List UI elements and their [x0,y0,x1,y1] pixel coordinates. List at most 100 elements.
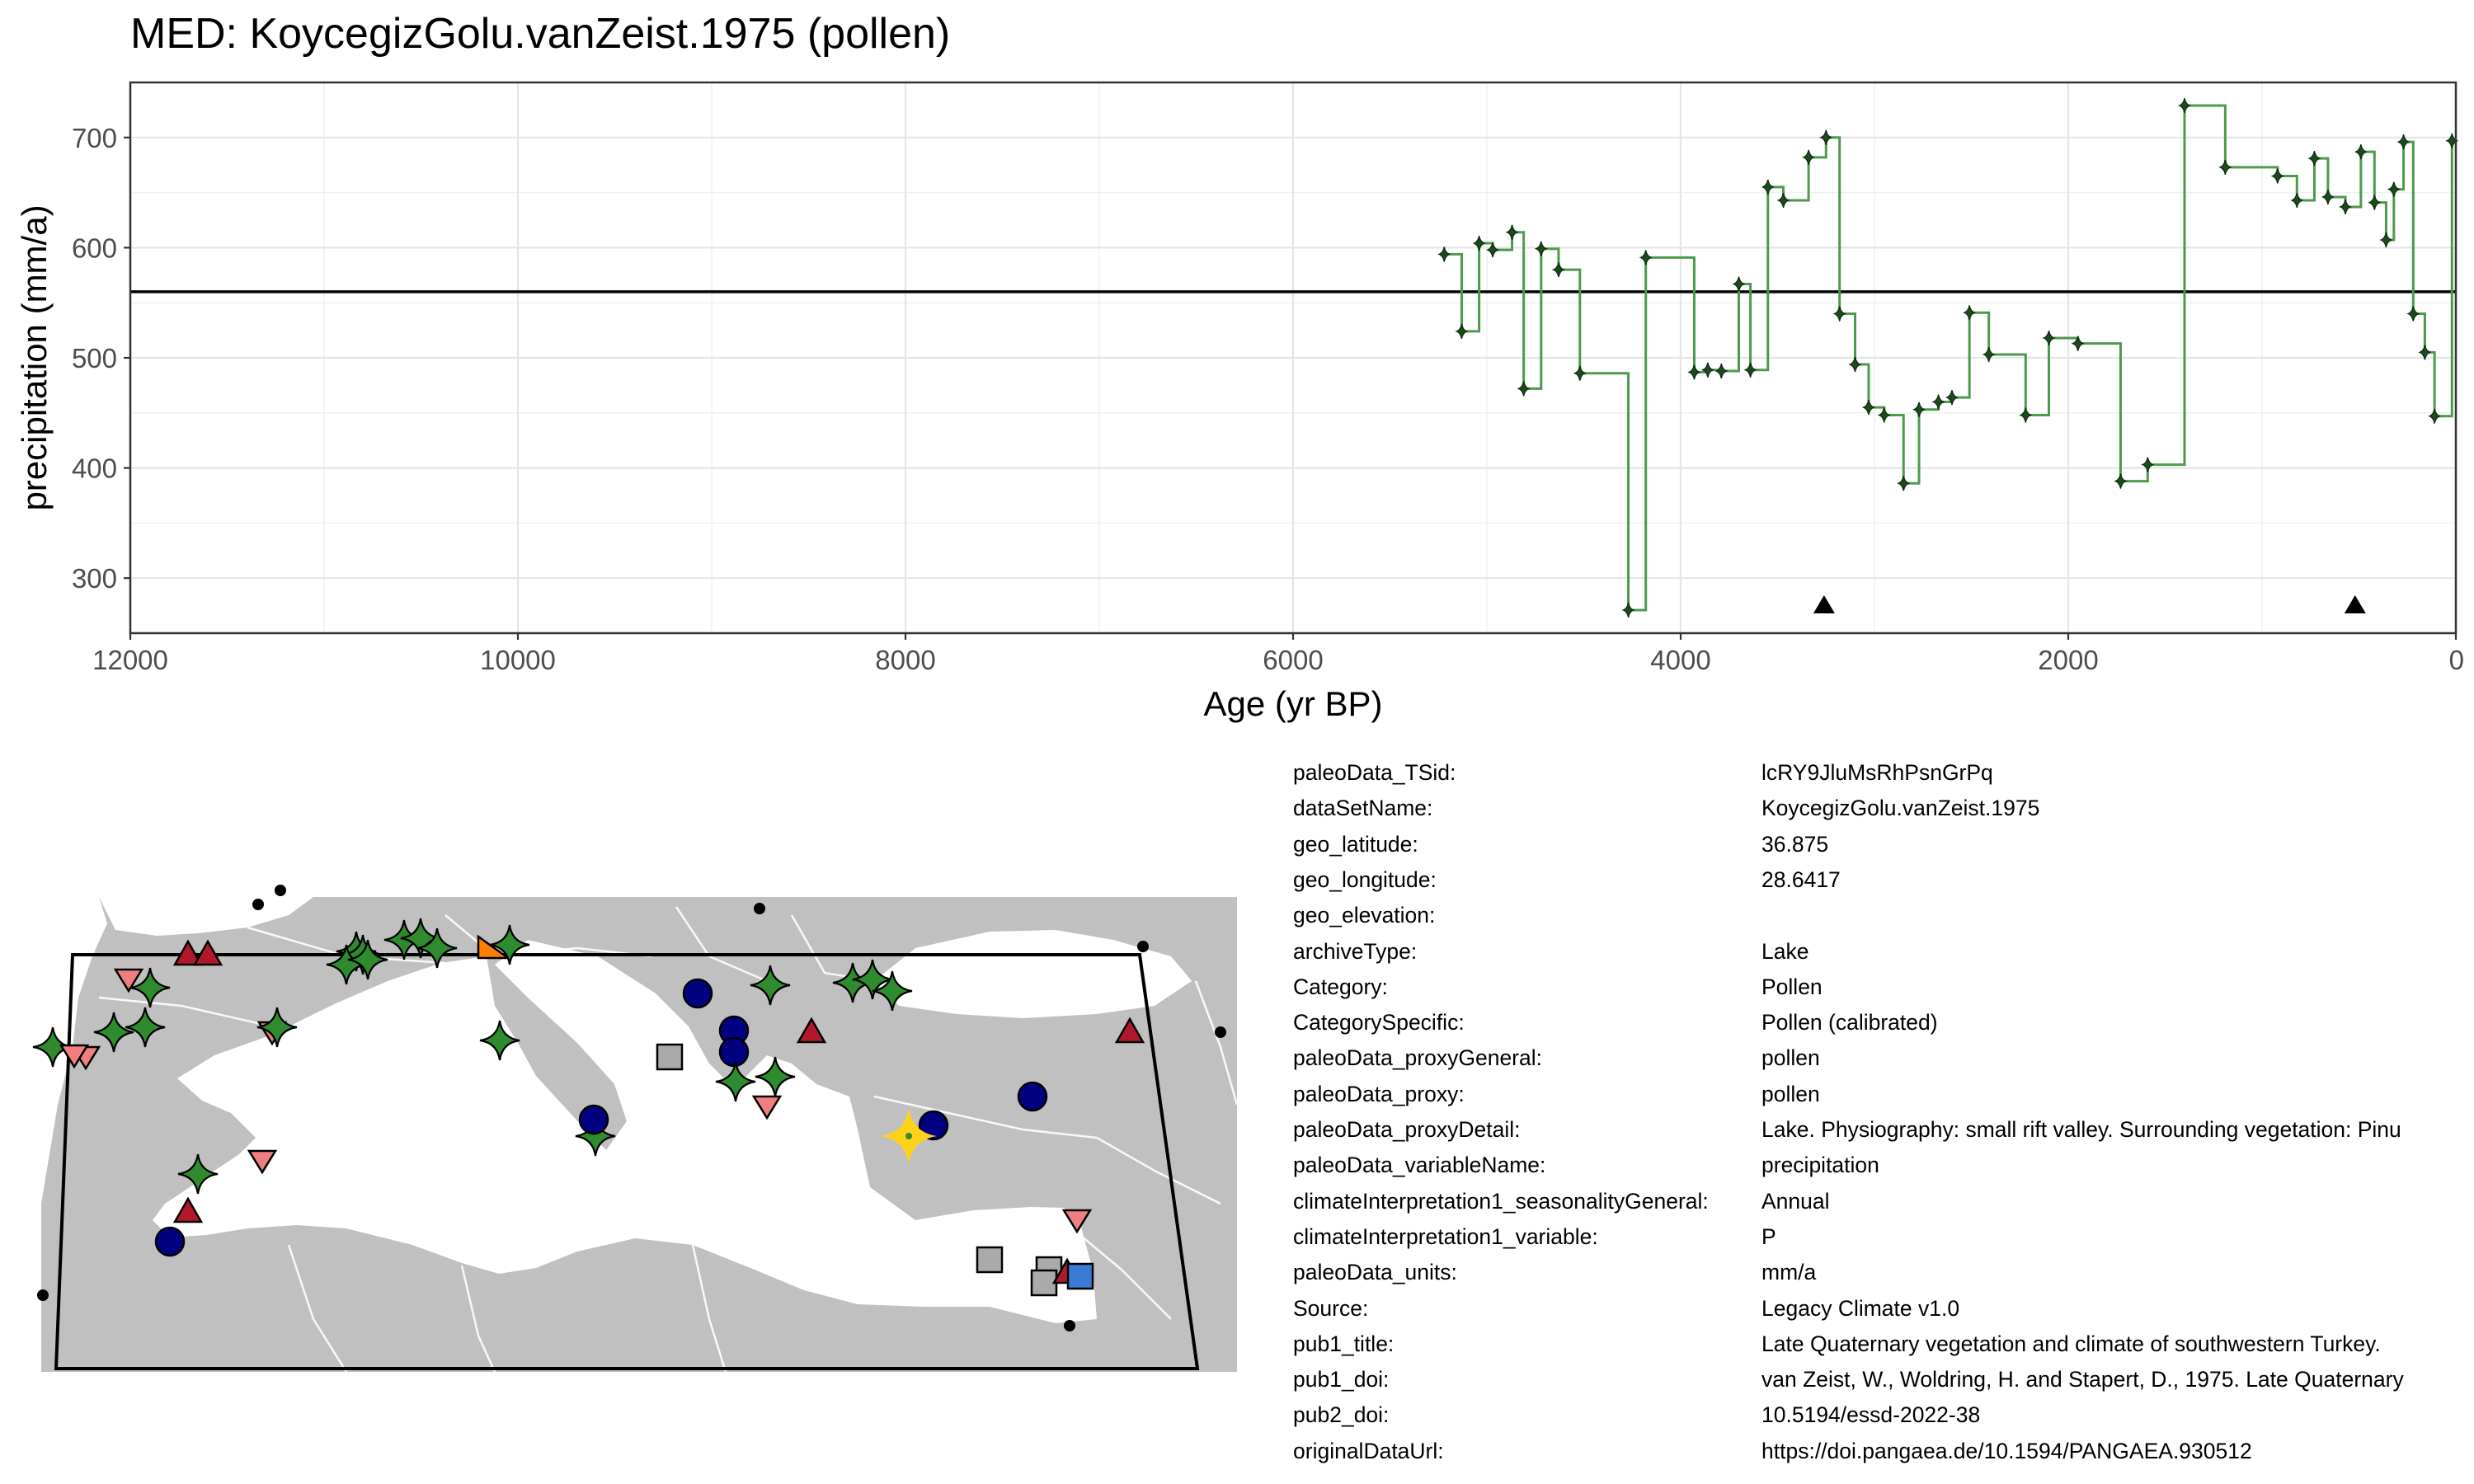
data-point [1551,261,1566,278]
metadata-key: pub2_doi: [1293,1402,1390,1428]
data-point [2354,144,2368,160]
data-point [1437,247,1451,262]
metadata-value: Pollen (calibrated) [1761,1010,1938,1036]
data-point [1639,250,1653,265]
precipitation-chart: MED: KoycegizGolu.vanZeist.1975 (pollen)… [15,10,2464,723]
data-point [2141,457,2155,472]
corner-dot [1064,1320,1075,1331]
metadata-key: Source: [1293,1295,1369,1321]
metadata-table: paleoData_TSid: lcRY9JluMsRhPsnGrPq dataSe… [1293,760,2474,1477]
corner-dot [37,1289,49,1301]
site-star [129,967,171,1008]
site-star [872,970,913,1012]
site-star-center [905,1133,912,1139]
data-point [2418,345,2432,360]
metadata-value: 28.6417 [1761,866,1841,892]
metadata-key: paleoData_variableName: [1293,1153,1546,1178]
site-star [750,965,791,1006]
x-tick-label: 10000 [480,645,556,675]
x-axis-label: Age (yr BP) [1203,684,1382,723]
data-point [1517,381,1531,397]
corner-dot [1215,1026,1226,1038]
y-tick-label: 600 [72,232,117,263]
data-point [1687,364,1701,380]
y-tick-label: 300 [72,563,117,594]
site-triangle-left [477,934,511,960]
data-point [2177,97,2192,114]
site-star [489,924,530,965]
site-triangle-down [113,968,144,993]
mediterranean-sea [153,940,1097,1323]
map-corner-dots [37,885,1226,1331]
metadata-value: precipitation [1761,1153,1879,1178]
corner-dot [754,903,765,914]
site-circle [682,978,713,1009]
atlantic-ocean [41,897,107,1204]
data-point [2406,306,2420,322]
metadata-key: originalDataUrl: [1293,1438,1444,1463]
site-triangle-up [1114,1017,1145,1044]
metadata-key: Category: [1293,974,1388,999]
metadata-key: archiveType: [1293,938,1418,964]
data-point [1472,235,1486,251]
data-point [1714,363,1729,379]
site-square [1030,1269,1058,1297]
data-point [1832,306,1846,322]
data-point [1700,362,1715,378]
data-point [2218,159,2232,176]
site-star [125,1007,166,1048]
metadata-value: 36.875 [1761,831,1829,857]
data-point [1897,476,1911,491]
y-axis-label: precipitation (mm/a) [15,204,54,510]
data-point [1945,389,1959,406]
data-point [2427,408,2442,424]
data-point [1848,356,1862,373]
series-layer [1437,97,2459,618]
data-point [1761,179,1775,195]
data-point [1861,399,1876,416]
metadata-key: CategorySpecific: [1293,1010,1465,1036]
data-point [1732,276,1746,292]
metadata-key: pub1_title: [1293,1331,1395,1356]
site-circle [1017,1081,1048,1112]
site-triangle-up [172,1196,204,1223]
data-point [1485,242,1500,258]
corner-dot [252,899,264,910]
site-star [852,959,893,1000]
x-tick-label: 0 [2449,645,2464,675]
site-triangle-up [192,939,223,966]
site-square [976,1246,1004,1274]
major-gridlines [129,82,2458,633]
metadata-value: KoycegizGolu.vanZeist.1975 [1761,796,2040,821]
metadata-key: paleoData_proxyDetail: [1293,1117,1521,1142]
metadata-key: paleoData_units: [1293,1260,1457,1285]
metadata-key: paleoData_TSid: [1293,760,1456,785]
corner-dot [275,885,286,896]
x-tick-label: 4000 [1650,645,1710,675]
site-star [32,1026,73,1068]
metadata-value: Lake. Physiography: small rift valley. S… [1761,1117,2401,1142]
metadata-key: geo_latitude: [1293,831,1418,857]
metadata-key: paleoData_proxyGeneral: [1293,1045,1542,1071]
metadata-value: Late Quaternary vegetation and climate o… [1761,1331,2381,1356]
site-star [416,928,458,969]
metadata-value: Annual [1761,1188,1830,1214]
site-square [1066,1262,1094,1290]
data-point [2321,189,2335,205]
site-star [93,1012,134,1053]
metadata-value: P [1761,1223,1776,1249]
y-tick-label: 700 [72,123,117,153]
site-star [347,939,388,980]
metadata-value: pollen [1761,1081,1820,1106]
x-tick-label: 6000 [1263,645,1323,675]
site-star [575,1115,616,1157]
metadata-key: geo_elevation: [1293,903,1436,928]
y-axis-ticks: 300 400 500 600 700 [72,123,130,594]
site-triangle-down [247,1149,278,1175]
data-point [2368,195,2382,210]
black-sea [874,930,1192,1018]
data-point [1877,407,1891,423]
metadata-value: https://doi.pangaea.de/10.1594/PANGAEA.9… [1761,1438,2252,1463]
x-tick-label: 8000 [875,645,935,675]
data-point [1573,365,1587,381]
